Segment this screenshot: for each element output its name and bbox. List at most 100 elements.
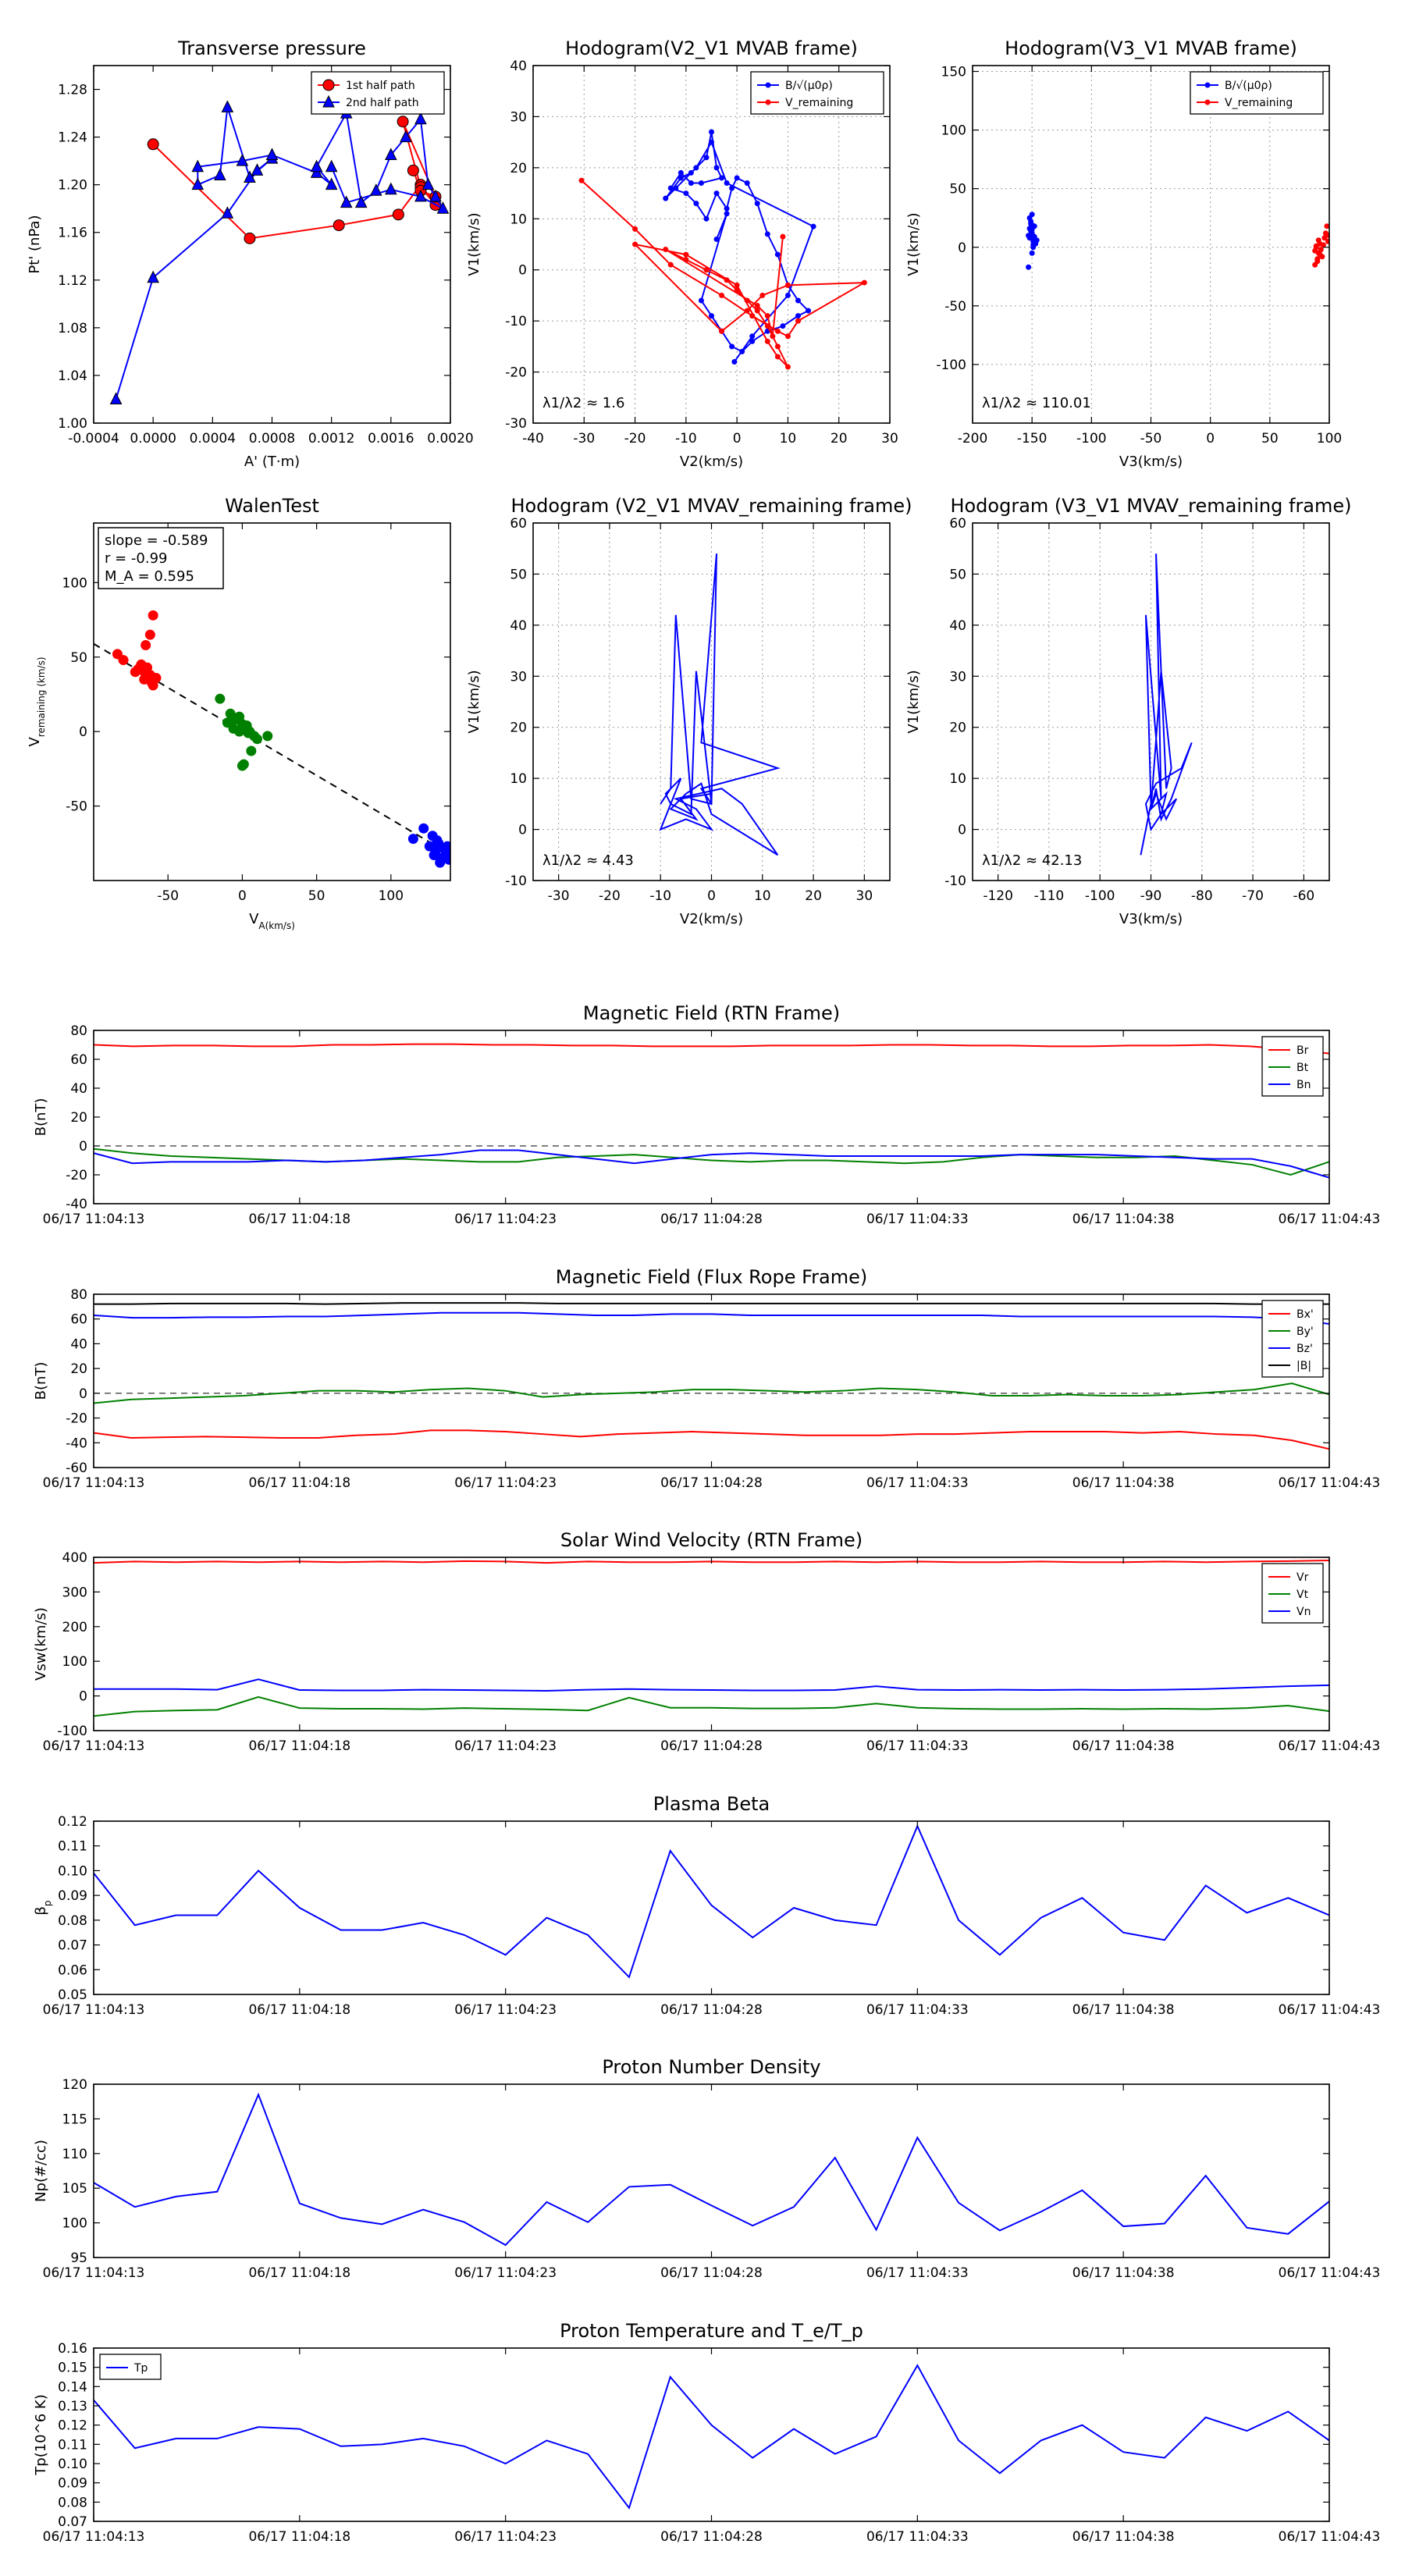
- chart-title: Plasma Beta: [653, 1793, 770, 1815]
- data-point: [729, 343, 735, 350]
- plot-frame: [93, 2347, 1330, 2522]
- y-tick-label: 0: [518, 263, 527, 279]
- x-tick-label: 06/17 11:04:33: [866, 1212, 969, 1227]
- plot-frame: [93, 522, 451, 881]
- data-point: [234, 726, 245, 737]
- y-tick-label: 80: [70, 1287, 87, 1303]
- data-point: [795, 313, 801, 319]
- y-tick-label: -60: [66, 1461, 87, 1476]
- legend-label: Vt: [1297, 1589, 1309, 1601]
- hodogram-v2v1-mvav-chart: Hodogram (V2_V1 MVAV_remaining frame) -30…: [466, 495, 912, 927]
- series-blue: [407, 823, 450, 868]
- x-tick-label: 06/17 11:04:28: [660, 1212, 763, 1227]
- series-v-remaining: [578, 177, 867, 370]
- data-point: [422, 177, 435, 190]
- x-tick-label: 06/17 11:04:18: [248, 1475, 350, 1491]
- y-tick-label: 10: [510, 212, 527, 227]
- eigenvalue-ratio: λ1/λ2 ≈ 4.43: [542, 852, 634, 869]
- x-tick-label: -150: [1017, 431, 1048, 447]
- series-line: [94, 1678, 1329, 1692]
- x-axis-label: V2(km/s): [680, 454, 743, 470]
- data-point: [1324, 223, 1329, 229]
- y-tick-label: 1.08: [58, 321, 87, 336]
- data-point: [683, 190, 689, 197]
- series-bx-: [94, 1429, 1329, 1450]
- y-tick-label: 1.20: [58, 178, 87, 194]
- data-point: [237, 760, 247, 771]
- legend: Br Bt Bn: [1261, 1036, 1324, 1097]
- x-tick-label: 06/17 11:04:18: [248, 2002, 350, 2018]
- x-tick-label: 06/17 11:04:13: [43, 1475, 145, 1491]
- x-tick-label: 10: [754, 888, 771, 904]
- y-tick-label: 1.16: [58, 226, 87, 241]
- plot-frame: [93, 1293, 1330, 1468]
- y-tick-label: 1.12: [58, 273, 87, 289]
- y-tick-label: 0.14: [58, 2379, 87, 2395]
- data-point: [729, 185, 735, 191]
- series-line: [1140, 553, 1193, 856]
- data-point: [744, 297, 750, 304]
- series-2nd-half-path: [109, 100, 450, 404]
- series-trace: [1140, 553, 1193, 856]
- y-tick-label: -30: [505, 416, 527, 432]
- data-point: [754, 303, 760, 309]
- y-tick-label: 0: [79, 1139, 87, 1155]
- x-tick-label: -50: [1140, 431, 1162, 447]
- y-tick-label: 0.07: [58, 1938, 87, 1954]
- data-point: [784, 282, 791, 288]
- y-tick-label: 60: [510, 516, 527, 532]
- legend-marker: [322, 94, 335, 108]
- plot-frame: [93, 1557, 1330, 1731]
- series-beta: [94, 1823, 1329, 1979]
- data-point: [397, 116, 409, 128]
- data-point: [147, 138, 159, 151]
- legend: Vr Vt Vn: [1261, 1563, 1324, 1624]
- data-point: [325, 159, 338, 173]
- x-tick-label: 06/17 11:04:28: [660, 2265, 763, 2281]
- x-tick-label: 0.0020: [427, 431, 473, 447]
- data-point: [632, 241, 638, 247]
- data-point: [1313, 243, 1319, 249]
- x-tick-label: 06/17 11:04:38: [1072, 2265, 1175, 2281]
- data-point: [673, 185, 679, 191]
- chart-title: Hodogram (V3_V1 MVAV_remaining frame): [950, 495, 1351, 517]
- x-tick-label: 06/17 11:04:18: [248, 1738, 350, 1754]
- data-point: [262, 731, 273, 742]
- x-tick-label: -40: [522, 431, 544, 447]
- data-point: [446, 853, 450, 863]
- y-tick-label: 0.12: [58, 1814, 87, 1830]
- y-tick-label: -100: [936, 358, 966, 373]
- data-point: [148, 610, 158, 621]
- solar-wind-velocity-chart: Solar Wind Velocity (RTN Frame) 06/17 11:…: [33, 1529, 1380, 1754]
- x-tick-label: 0.0012: [308, 431, 354, 447]
- x-tick-label: -20: [599, 888, 621, 904]
- data-point: [144, 629, 155, 640]
- x-tick-label: 06/17 11:04:23: [454, 2265, 557, 2281]
- y-axis-label: B(nT): [33, 1362, 49, 1400]
- y-tick-label: 10: [949, 771, 966, 787]
- legend-label: V_remaining: [785, 97, 853, 109]
- y-tick-label: -40: [66, 1436, 87, 1451]
- x-tick-label: 06/17 11:04:33: [866, 1475, 969, 1491]
- data-point: [724, 180, 730, 186]
- data-point: [1318, 247, 1324, 253]
- y-tick-label: 40: [510, 59, 527, 74]
- data-point: [1315, 237, 1321, 244]
- x-tick-label: 30: [881, 431, 898, 447]
- y-tick-label: 0.16: [58, 2341, 87, 2357]
- y-tick-label: 0.06: [58, 1962, 87, 1978]
- data-point: [221, 206, 234, 219]
- y-axis-label: Np(#/cc): [33, 2140, 49, 2202]
- x-tick-label: 06/17 11:04:38: [1072, 1738, 1175, 1754]
- series-line: [94, 1149, 1329, 1179]
- data-point: [754, 308, 760, 314]
- y-tick-label: 100: [62, 1654, 87, 1670]
- data-point: [414, 189, 427, 202]
- data-point: [749, 333, 756, 340]
- y-tick-label: 0: [79, 1386, 87, 1402]
- data-point: [632, 226, 638, 232]
- annotation-box: [98, 527, 224, 589]
- y-tick-label: 80: [70, 1023, 87, 1039]
- legend-label: Br: [1297, 1044, 1309, 1057]
